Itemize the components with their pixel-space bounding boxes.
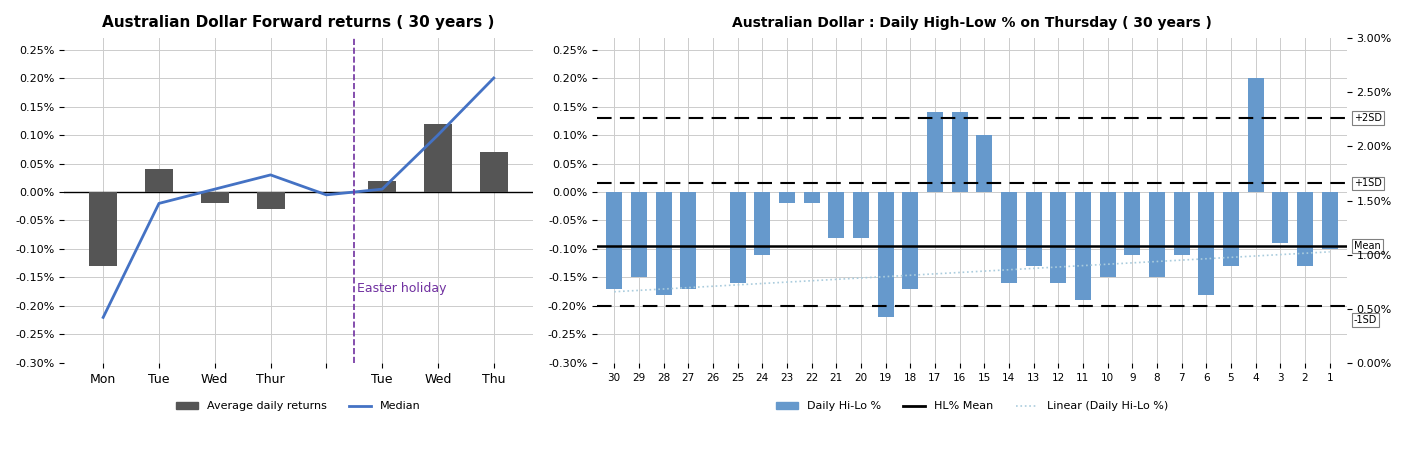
Bar <box>656 192 671 295</box>
Bar <box>1321 192 1338 249</box>
Bar <box>754 192 770 255</box>
Bar <box>369 180 397 192</box>
Bar <box>803 192 819 203</box>
Bar <box>606 192 622 289</box>
Bar <box>1199 192 1214 295</box>
Bar <box>779 192 795 203</box>
Text: Mean: Mean <box>1354 241 1380 251</box>
Bar <box>680 192 696 289</box>
Title: Australian Dollar : Daily High-Low % on Thursday ( 30 years ): Australian Dollar : Daily High-Low % on … <box>732 16 1211 30</box>
Bar <box>976 135 992 192</box>
Bar <box>829 192 844 238</box>
Text: +1SD: +1SD <box>1354 179 1382 189</box>
Bar <box>1026 192 1041 266</box>
Legend: Average daily returns, Median: Average daily returns, Median <box>172 397 425 416</box>
Legend: Daily Hi-Lo %, HL% Mean, Linear (Daily Hi-Lo %): Daily Hi-Lo %, HL% Mean, Linear (Daily H… <box>771 397 1172 416</box>
Bar <box>1075 192 1090 300</box>
Bar <box>951 112 968 192</box>
Bar <box>480 152 508 192</box>
Bar <box>1100 192 1116 278</box>
Bar <box>1124 192 1140 255</box>
Bar <box>1248 78 1263 192</box>
Bar <box>1000 192 1017 283</box>
Bar <box>853 192 870 238</box>
Bar <box>1223 192 1240 266</box>
Text: Easter holiday: Easter holiday <box>357 282 446 295</box>
Bar <box>1297 192 1313 266</box>
Bar <box>256 192 284 209</box>
Bar <box>201 192 229 203</box>
Bar <box>1050 192 1067 283</box>
Text: +2SD: +2SD <box>1354 113 1382 123</box>
Bar <box>1173 192 1190 255</box>
Bar <box>89 192 117 266</box>
Title: Australian Dollar Forward returns ( 30 years ): Australian Dollar Forward returns ( 30 y… <box>103 15 495 30</box>
Bar <box>878 192 893 317</box>
Bar <box>1150 192 1165 278</box>
Bar <box>902 192 919 289</box>
Bar <box>730 192 746 283</box>
Bar <box>630 192 647 278</box>
Bar <box>145 169 173 192</box>
Bar <box>927 112 943 192</box>
Bar <box>424 123 452 192</box>
Bar <box>1272 192 1289 243</box>
Text: -1SD: -1SD <box>1354 315 1377 325</box>
